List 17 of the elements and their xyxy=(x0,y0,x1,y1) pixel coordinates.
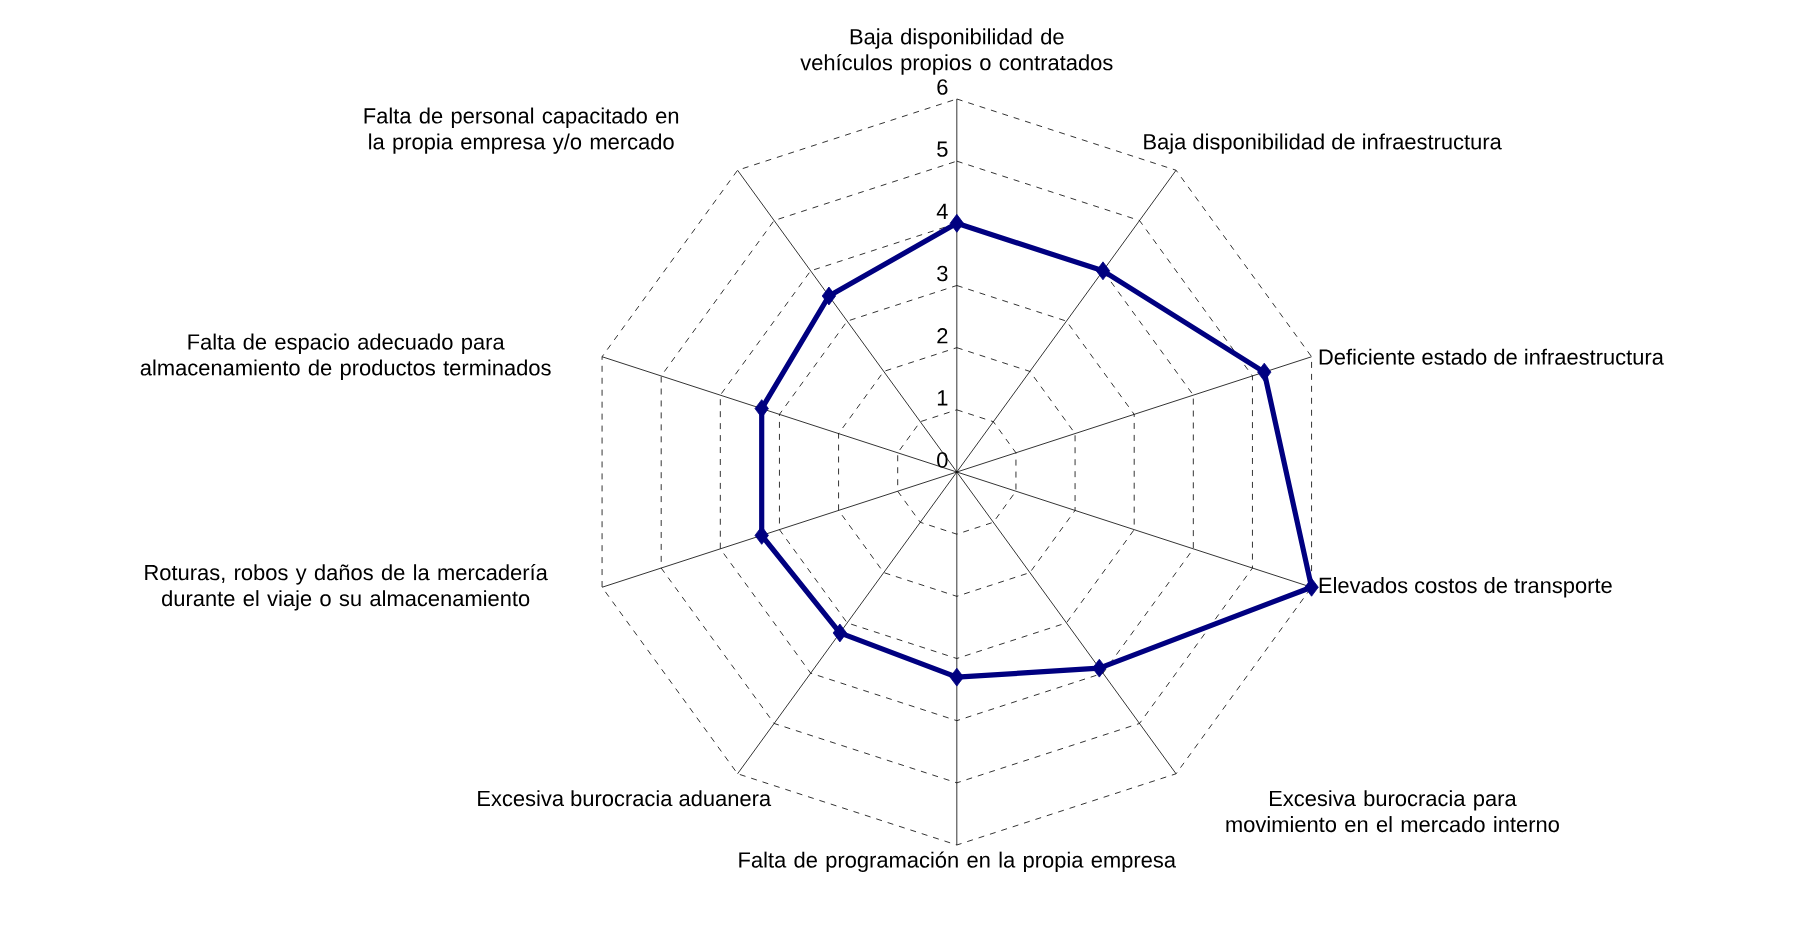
spoke-label: Falta de personal capacitado en la propia empresa y/o mercado xyxy=(364,107,679,154)
spoke-label: Elevados costos de transporte xyxy=(1319,577,1612,598)
y-tick-label: 5 xyxy=(937,141,948,157)
y-tick-label: 1 xyxy=(937,390,948,406)
y-tick-label: 2 xyxy=(937,328,948,344)
spoke-label: Falta de espacio adecuado para almacenamiento de productos terminados xyxy=(140,333,551,380)
y-tick-label: 3 xyxy=(937,265,948,282)
spoke-label: Baja disponibilidad de vehículos propios o contratados xyxy=(800,28,1113,75)
y-tick-label: 0 xyxy=(937,452,948,468)
y-tick-label: 4 xyxy=(936,203,948,219)
y-tick-label: 6 xyxy=(937,79,948,95)
spoke-label: Deficiente estado de infraestructura xyxy=(1319,348,1664,365)
spoke-label: Excesiva burocracia para movimiento en el mercado interno xyxy=(1226,790,1559,833)
spoke-label: Roturas, robos y daños de la mercadería durante el viaje o su almacenamiento xyxy=(145,563,548,611)
spoke-label: Excesiva burocracia aduanera xyxy=(478,790,772,807)
spoke-label: Falta de programación en la propia empresa xyxy=(739,851,1177,873)
spoke-label: Baja disponibilidad de infraestructura xyxy=(1144,133,1502,154)
